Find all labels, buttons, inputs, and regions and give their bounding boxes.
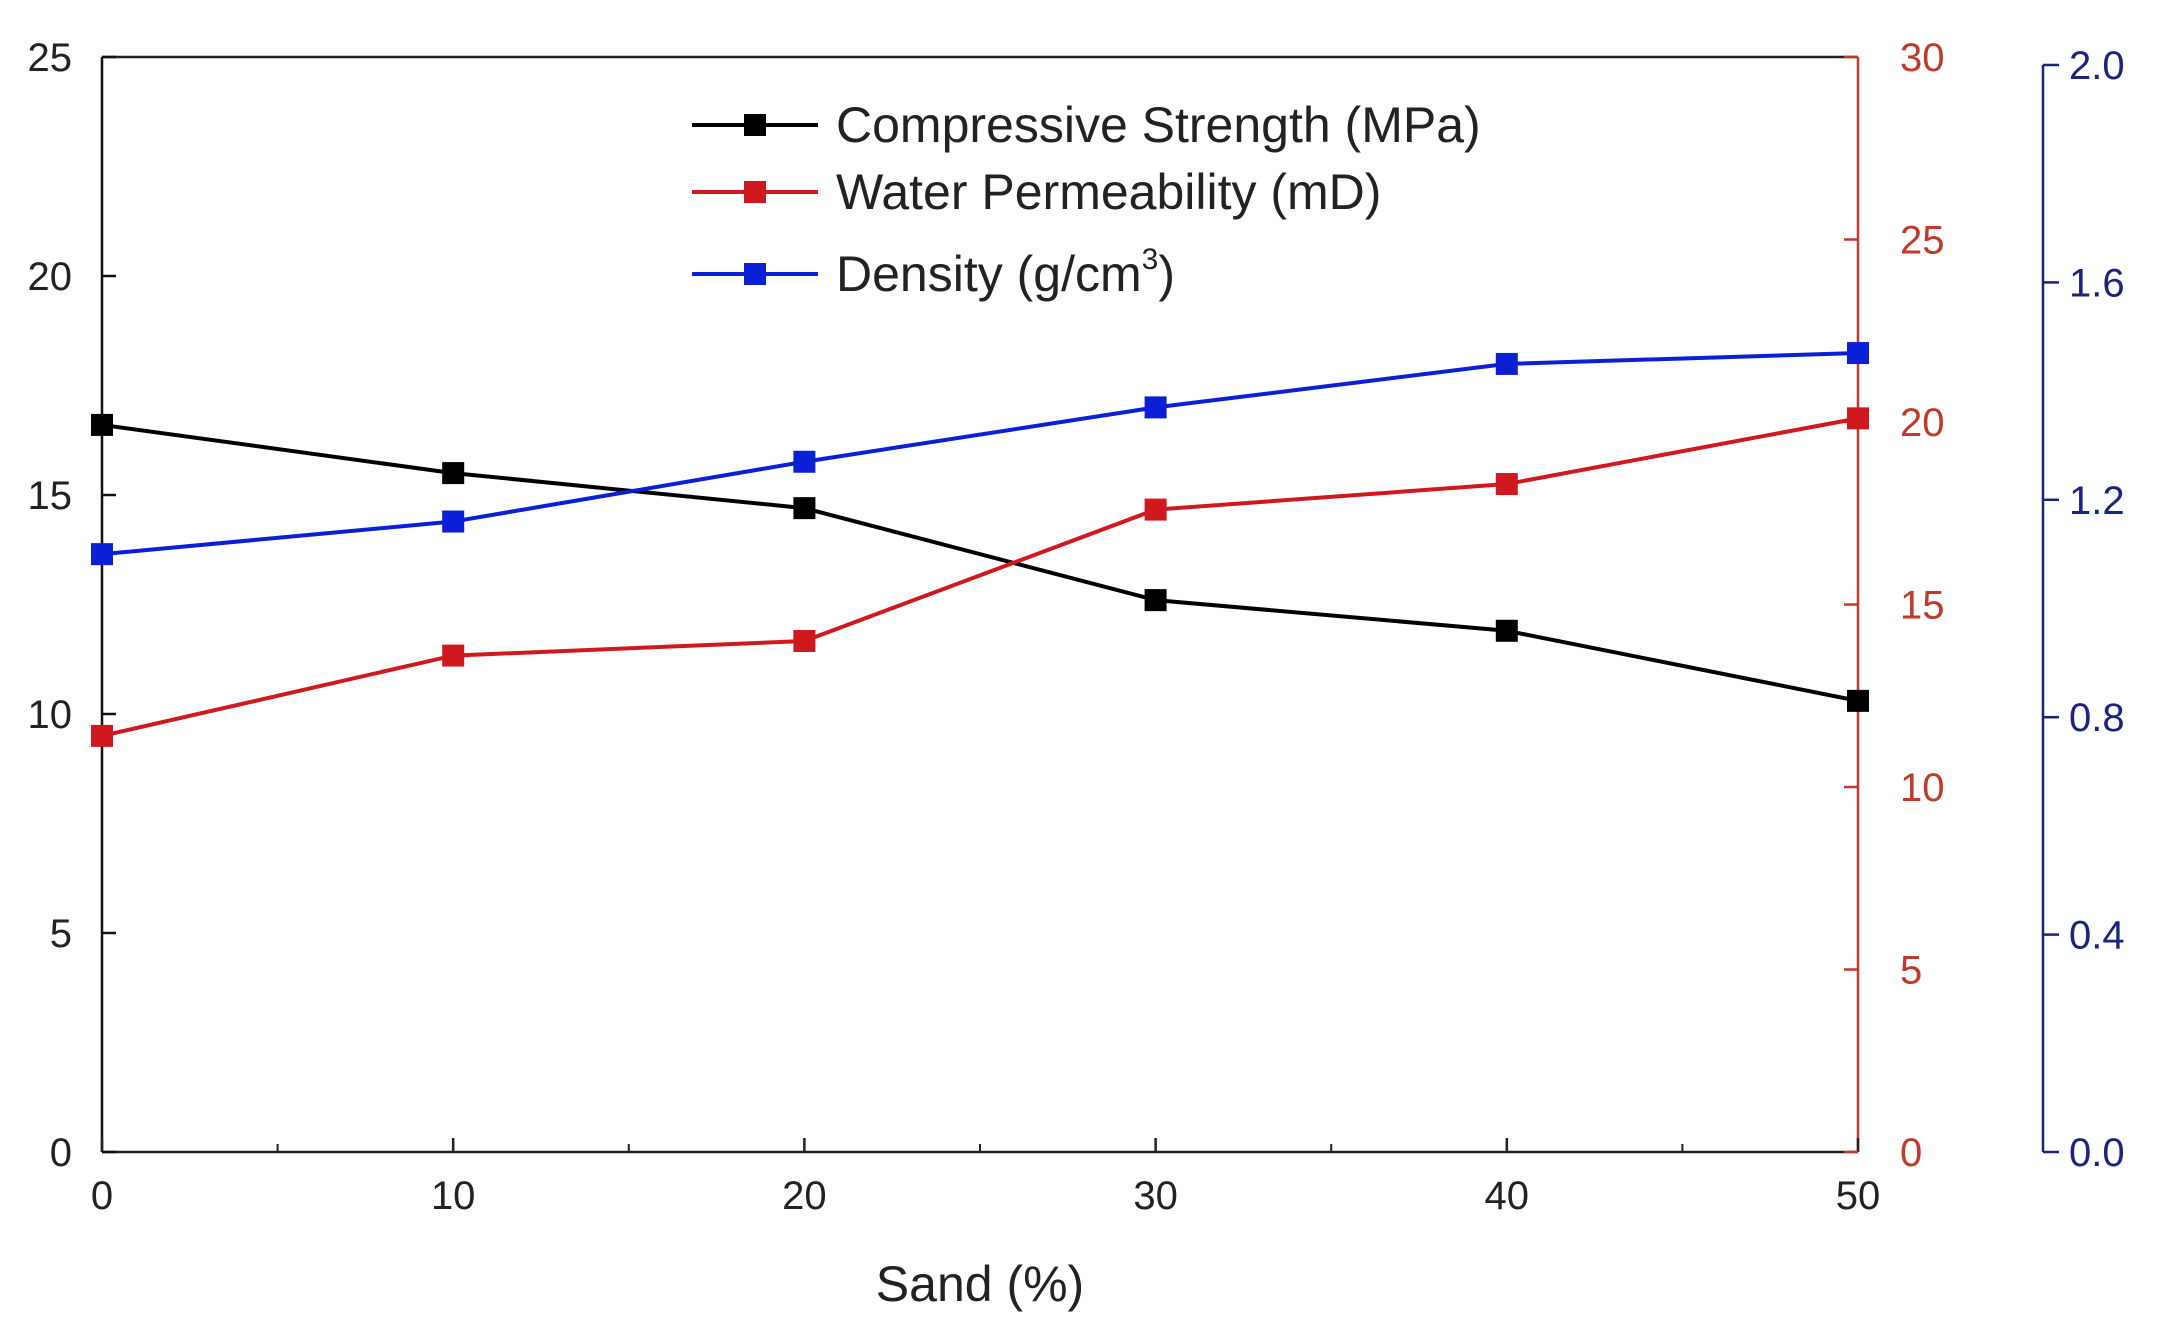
left-y-tick-label: 25 [28, 36, 73, 80]
right-y-tick-label: 15 [1900, 584, 1945, 628]
legend-marker-compressive-strength [744, 114, 766, 136]
data-point-water-permeability [1144, 498, 1167, 521]
second-right-y-tick-label: 2.0 [2069, 44, 2125, 88]
series-layer [91, 342, 1869, 747]
legend-item-water-permeability: Water Permeability (mD) [692, 164, 1381, 220]
second-right-y-tick-label: 0.8 [2069, 696, 2125, 740]
x-tick-label: 20 [782, 1174, 827, 1218]
series-line-density [101, 351, 1859, 557]
second-right-y-tick-label: 1.2 [2069, 479, 2125, 523]
data-point-density [91, 543, 113, 566]
series-line-compressive-strength [101, 422, 1859, 703]
left-y-tick-label: 0 [50, 1131, 72, 1175]
data-point-compressive-strength [1847, 689, 1869, 712]
legend-marker-density [744, 263, 766, 285]
axes-layer: 0 10 20 30 40 50 0 5 10 15 20 25 0 5 10 15 20 25 30 0.0 0.4 0… [28, 36, 2125, 1218]
legend-label-density: Density (g/cm3) [836, 243, 1175, 302]
legend-item-density: Density (g/cm3) [692, 243, 1175, 302]
x-tick-label: 0 [91, 1174, 113, 1218]
right-y-tick-label: 30 [1900, 36, 1945, 80]
data-point-water-permeability [1847, 407, 1869, 430]
data-point-water-permeability [442, 644, 465, 667]
x-tick-label: 50 [1836, 1174, 1881, 1218]
second-right-y-tick-label: 0.4 [2069, 914, 2125, 958]
legend-marker-water-permeability [744, 181, 766, 203]
x-tick-label: 30 [1133, 1174, 1178, 1218]
second-right-y-tick-label: 0.0 [2069, 1131, 2125, 1175]
legend: Compressive Strength (MPa) Water Permeab… [692, 97, 1481, 302]
legend-label-density-end: ) [1158, 246, 1175, 302]
x-tick-label: 10 [431, 1174, 476, 1218]
left-y-tick-label: 15 [28, 474, 73, 518]
right-y-tick-label: 5 [1900, 949, 1922, 993]
left-y-tick-label: 10 [28, 693, 73, 737]
right-y-tick-label: 10 [1900, 766, 1945, 810]
data-point-water-permeability [91, 724, 113, 747]
data-point-density [1144, 396, 1167, 419]
data-point-water-permeability [793, 630, 816, 652]
x-axis-title: Sand (%) [876, 1256, 1084, 1312]
data-point-density [1495, 352, 1518, 375]
data-point-density [1847, 342, 1869, 365]
legend-label-compressive-strength: Compressive Strength (MPa) [836, 97, 1481, 153]
data-point-compressive-strength [91, 413, 113, 436]
right-y-tick-label: 25 [1900, 219, 1945, 263]
legend-label-density-main: Density (g/cm [836, 246, 1142, 302]
left-y-tick-label: 5 [50, 912, 72, 956]
data-point-compressive-strength [793, 497, 816, 520]
left-y-tick-label: 20 [28, 255, 73, 299]
legend-item-compressive-strength: Compressive Strength (MPa) [692, 97, 1481, 153]
data-point-compressive-strength [1495, 619, 1518, 642]
data-point-density [442, 510, 465, 533]
data-point-water-permeability [1495, 473, 1518, 496]
legend-label-density-superscript: 3 [1142, 243, 1159, 276]
second-right-y-tick-label: 1.6 [2069, 261, 2125, 305]
x-tick-label: 40 [1485, 1174, 1530, 1218]
data-point-compressive-strength [442, 462, 465, 485]
legend-label-water-permeability: Water Permeability (mD) [836, 164, 1381, 220]
right-y-tick-label: 0 [1900, 1131, 1922, 1175]
data-point-compressive-strength [1144, 589, 1167, 612]
series-line-water-permeability [101, 416, 1859, 738]
data-point-density [793, 450, 816, 473]
right-y-tick-label: 20 [1900, 401, 1945, 445]
